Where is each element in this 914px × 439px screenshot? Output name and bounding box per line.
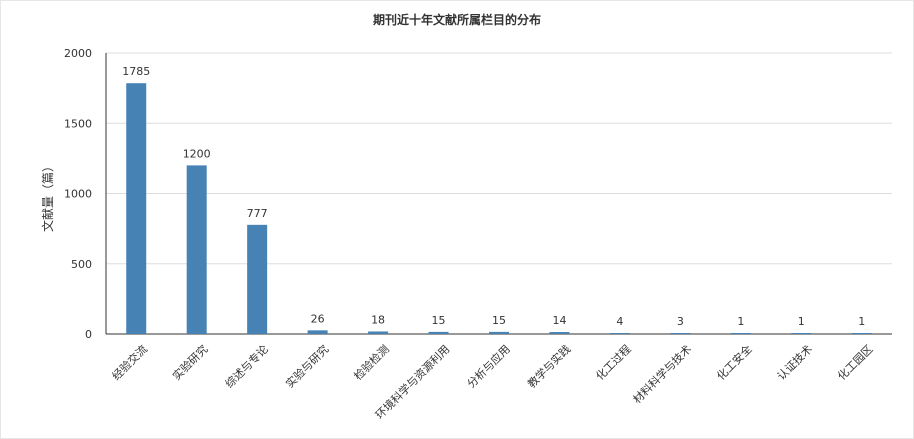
x-tick-label: 材料科学与技术 <box>630 342 694 406</box>
bar-value-label: 3 <box>677 315 684 328</box>
x-tick-label: 分析与应用 <box>464 342 513 391</box>
chart-title: 期刊近十年文献所属栏目的分布 <box>372 13 541 27</box>
bar-value-label: 1 <box>737 315 744 328</box>
y-tick-label: 1500 <box>64 117 92 130</box>
bar[interactable] <box>670 333 691 334</box>
bar-value-label: 4 <box>616 315 623 328</box>
bar[interactable] <box>730 333 751 334</box>
bar-value-label: 14 <box>552 314 566 327</box>
bar[interactable] <box>126 83 147 335</box>
bar[interactable] <box>247 224 268 334</box>
y-tick-label: 500 <box>71 258 92 271</box>
x-tick-label: 经验交流 <box>109 342 150 383</box>
bar[interactable] <box>186 165 207 334</box>
bar-value-label: 15 <box>492 314 506 327</box>
bars <box>126 83 872 335</box>
bar[interactable] <box>307 330 328 334</box>
grid-lines <box>106 52 892 265</box>
bar-value-label: 18 <box>371 313 385 326</box>
x-tick-label: 综述与专论 <box>222 342 271 391</box>
bar-value-label: 1785 <box>122 65 150 78</box>
x-tick-label: 检验检测 <box>351 342 392 383</box>
bar-value-label: 15 <box>432 314 446 327</box>
x-tick-label: 认证技术 <box>775 343 815 383</box>
y-tick-label: 0 <box>85 328 92 341</box>
x-tick-label: 化工过程 <box>593 342 634 383</box>
x-tick-label: 实验与研究 <box>283 342 332 391</box>
y-tick-label: 1000 <box>64 188 92 201</box>
data-labels: 1785 1200 777 26 18 15 15 14 4 3 1 1 1 <box>122 65 865 328</box>
bar[interactable] <box>791 333 812 334</box>
y-axis-label: 文献量（篇） <box>40 160 55 232</box>
bar-value-label: 1200 <box>183 147 211 160</box>
y-tick-labels: 0 500 1000 1500 2000 <box>64 47 92 341</box>
bar-value-label: 1 <box>858 315 865 328</box>
x-tick-label: 教学与实践 <box>524 342 573 391</box>
x-tick-label: 化工园区 <box>835 342 876 383</box>
x-tick-label: 化工安全 <box>714 342 755 383</box>
bar[interactable] <box>609 333 630 334</box>
bar[interactable] <box>428 331 449 334</box>
bar[interactable] <box>368 331 389 334</box>
bar-value-label: 1 <box>798 315 805 328</box>
y-tick-label: 2000 <box>64 47 92 60</box>
bar-value-label: 777 <box>247 207 268 220</box>
bar-value-label: 26 <box>311 312 325 325</box>
x-tick-label: 实验研究 <box>169 342 210 383</box>
bar[interactable] <box>851 333 872 334</box>
bar[interactable] <box>489 331 509 334</box>
bar[interactable] <box>549 332 570 334</box>
